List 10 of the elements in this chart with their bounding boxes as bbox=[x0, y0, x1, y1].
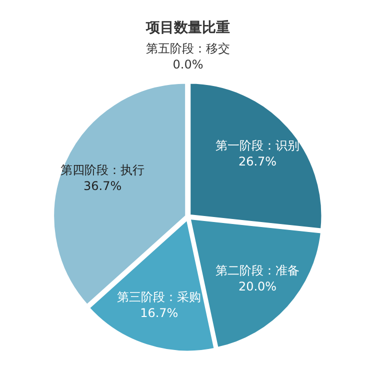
chart-title: 项目数量比重 bbox=[145, 20, 230, 36]
data-label: 36.7% bbox=[84, 178, 122, 193]
text: 0.0% bbox=[172, 57, 204, 72]
slice-label: 第三阶段：采购 bbox=[117, 290, 202, 304]
slice-label: 第一阶段：识别 bbox=[216, 138, 300, 152]
data-label: 16.7% bbox=[140, 306, 178, 320]
category-label: 第五阶段：移交 bbox=[146, 41, 230, 56]
data-label: 20.0% bbox=[238, 280, 277, 294]
data-label: 26.7% bbox=[238, 154, 277, 168]
slice-label: 第二阶段：准备 bbox=[216, 264, 300, 278]
